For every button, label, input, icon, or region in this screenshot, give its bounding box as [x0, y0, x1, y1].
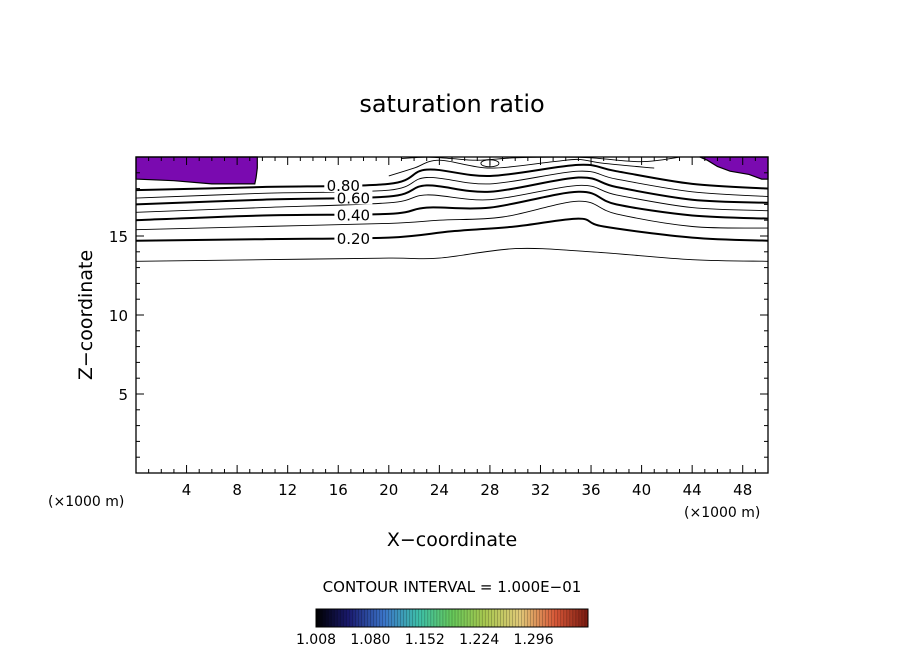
filled-regions: [135, 156, 769, 185]
x-tick-label: 16: [329, 481, 348, 499]
x-unit-left: (×1000 m): [48, 494, 124, 510]
contour-label: 0.20: [337, 230, 370, 248]
colorbar-label: 1.152: [405, 632, 445, 648]
contour-lines: [135, 156, 769, 262]
contour-labels: 0.20 0.400.600.80: [324, 176, 373, 248]
contour-line-7: [135, 163, 769, 192]
contour-interval-label: CONTOUR INTERVAL = 1.000E−01: [323, 578, 582, 596]
y-tick-label: 10: [109, 307, 128, 325]
contour-label: 0.60: [337, 189, 370, 207]
contour-line-5: [135, 176, 769, 206]
contour-label-bg-3: [334, 206, 373, 222]
y-tick-label: 15: [109, 228, 128, 246]
contour-line-3: [135, 190, 769, 222]
x-tick-label: 24: [430, 481, 449, 499]
plot-frame: [135, 156, 769, 474]
contour-label: 0.80: [327, 177, 360, 195]
filled-region-0: [135, 156, 258, 185]
colorbar-ticks: [318, 609, 586, 627]
colorbar-label: 1.296: [514, 632, 554, 648]
contour-line-6: [135, 170, 769, 199]
x-tick-label: 12: [278, 481, 297, 499]
contour-label-bg-5: [334, 189, 373, 205]
y-axis-label: Z−coordinate: [75, 250, 97, 380]
contour-label-bg-1: [334, 230, 373, 246]
colorbar: [315, 608, 589, 628]
filled-region-1: [699, 156, 769, 180]
contour-line-2: [135, 200, 769, 231]
colorbar-label: 1.224: [459, 632, 499, 648]
axis-ticks: [136, 157, 768, 473]
x-tick-label: 48: [733, 481, 752, 499]
contour-line-0: [135, 247, 769, 262]
x-tick-label: 4: [182, 481, 192, 499]
colorbar-label: 1.080: [350, 632, 390, 648]
y-tick-label: 5: [118, 386, 128, 404]
colorbar-labels: 1.008 1.080 1.152 1.224 1.296: [296, 632, 554, 648]
x-axis-label: X−coordinate: [387, 529, 517, 551]
contour-line-1: [135, 217, 769, 242]
x-tick-label: 36: [581, 481, 600, 499]
x-tick-label: 40: [632, 481, 651, 499]
contour-line-8: [388, 158, 655, 177]
colorbar-label: 1.008: [296, 632, 336, 648]
x-tick-label: 32: [531, 481, 550, 499]
x-unit-right: (×1000 m): [684, 505, 760, 521]
x-tick-label: 28: [480, 481, 499, 499]
contour-line-4: [135, 184, 769, 213]
x-tick-labels: 4 8 12 16 20 24 28 32 36 40 44 48: [182, 481, 752, 499]
contour-label: 0.40: [337, 206, 370, 224]
x-tick-label: 8: [232, 481, 242, 499]
y-tick-labels: 5 10 15: [109, 228, 128, 404]
contour-label-bg-7: [324, 176, 363, 192]
chart-title: saturation ratio: [359, 90, 544, 118]
x-tick-label: 44: [683, 481, 702, 499]
x-tick-label: 20: [379, 481, 398, 499]
